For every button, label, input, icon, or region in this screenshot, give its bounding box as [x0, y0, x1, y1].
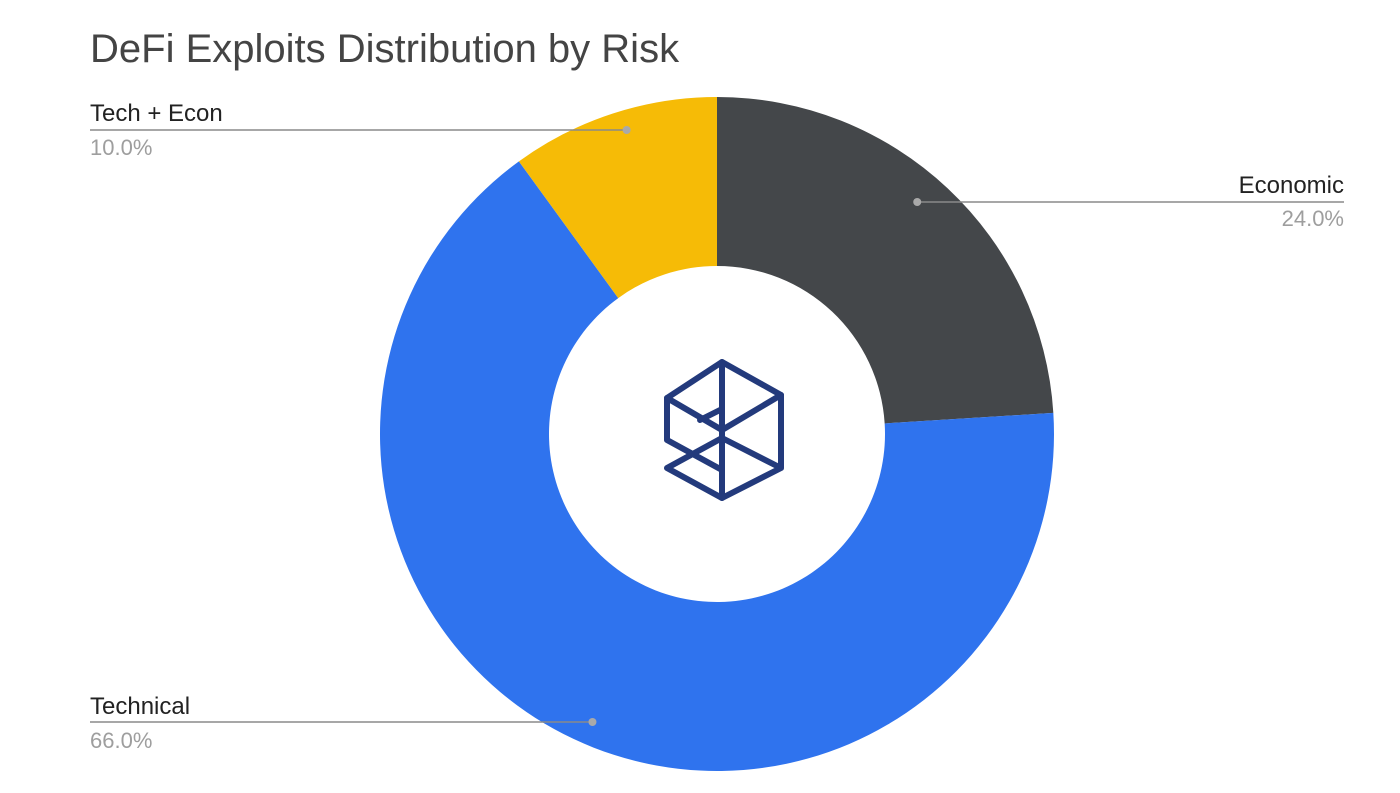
- slice-technical: [379, 161, 1054, 771]
- slice-tech-econ: [518, 97, 717, 299]
- slice-label-economic: Economic: [1239, 172, 1344, 199]
- stacked-cubes-logo-icon: [664, 359, 784, 501]
- slice-value-economic: 24.0%: [1282, 206, 1344, 231]
- slice-label-tech-econ: Tech + Econ: [90, 100, 223, 127]
- leader-dot-technical: [588, 718, 597, 726]
- slice-label-technical: Technical: [90, 693, 190, 720]
- slice-value-tech-econ: 10.0%: [90, 135, 152, 160]
- chart-title: DeFi Exploits Distribution by Risk: [90, 27, 680, 71]
- leader-dot-economic: [913, 198, 922, 206]
- leader-dot-tech-econ: [622, 126, 631, 134]
- slice-value-technical: 66.0%: [90, 728, 152, 753]
- leader-lines-group: [90, 126, 1344, 726]
- slice-economic: [717, 97, 1054, 424]
- slices-group: [379, 97, 1054, 771]
